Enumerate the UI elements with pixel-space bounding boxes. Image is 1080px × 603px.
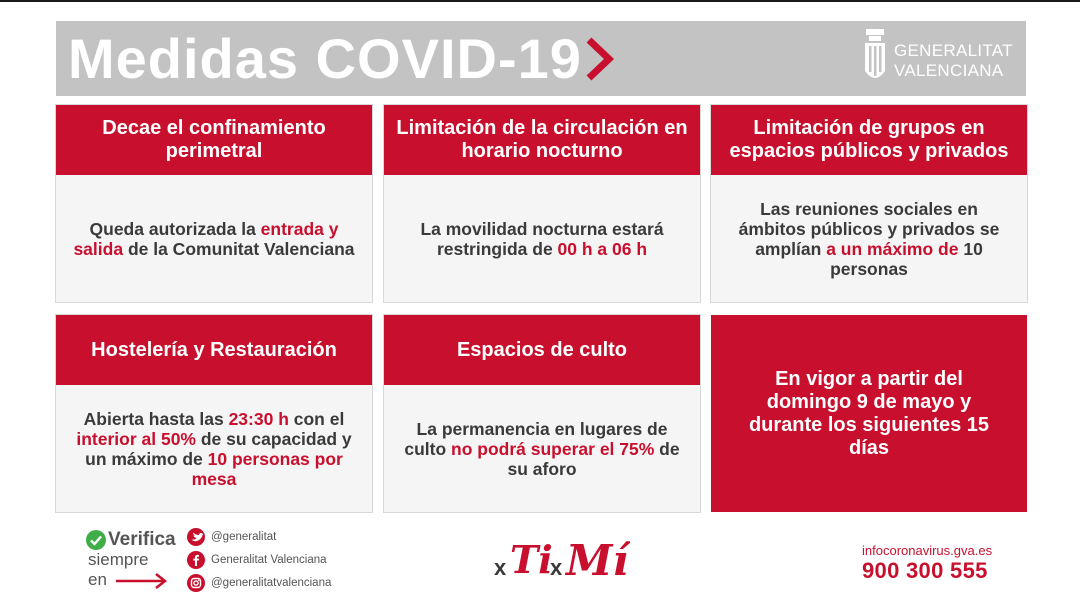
svg-text:x: x: [494, 555, 507, 580]
social-label: @generalitat: [211, 531, 277, 543]
brand-line-1: GENERALITAT: [894, 41, 1013, 60]
highlight-text: entrada y salida: [73, 218, 339, 259]
header-banner: Medidas COVID-19 GENERALITAT VALENCIANA: [56, 21, 1026, 96]
card-body: Queda autorizada la entrada y salida de …: [56, 175, 372, 302]
card-body-text: Abierta hasta las 23:30 h con el interio…: [70, 409, 358, 489]
card-confinamiento: Decae el confinamiento perimetral Queda …: [56, 105, 372, 302]
card-title: Decae el confinamiento perimetral: [56, 105, 372, 175]
highlight-text: 10 personas por mesa: [191, 448, 343, 489]
body-text: Las reuniones sociales en ámbitos públic…: [738, 198, 1000, 259]
body-text: 10 personas: [830, 238, 983, 279]
xtixmi-logo: x Ti x Mí: [494, 536, 630, 583]
social-label: Generalitat Valenciana: [211, 554, 327, 566]
facebook-icon: [187, 551, 205, 569]
card-body-text: Las reuniones sociales en ámbitos públic…: [725, 199, 1013, 279]
contact-phone[interactable]: 900 300 555: [862, 558, 988, 583]
en-label: en: [88, 570, 107, 589]
card-body: Abierta hasta las 23:30 h con el interio…: [56, 385, 372, 512]
card-title: Limitación de grupos en espacios público…: [711, 105, 1027, 175]
top-border: [0, 0, 1080, 2]
card-body: Las reuniones sociales en ámbitos públic…: [711, 175, 1027, 302]
card-body: La movilidad nocturna estará restringida…: [384, 175, 700, 302]
coat-of-arms-icon: [865, 29, 885, 78]
card-circulacion-nocturna: Limitación de la circulación en horario …: [384, 105, 700, 302]
social-label: @generalitatvalenciana: [211, 577, 332, 589]
highlight-text: interior al 50%: [76, 428, 196, 449]
card-body: La permanencia en lugares de culto no po…: [384, 385, 700, 512]
svg-text:Mí: Mí: [564, 536, 630, 583]
page-title: Medidas COVID-19: [68, 27, 582, 90]
svg-text:Ti: Ti: [510, 537, 553, 582]
twitter-icon: [187, 528, 205, 546]
card-title: Hostelería y Restauración: [56, 315, 372, 385]
card-title: Espacios de culto: [384, 315, 700, 385]
check-circle-icon: [86, 530, 106, 550]
body-text: Queda autorizada la: [89, 218, 261, 239]
card-en-vigor: En vigor a partir del domingo 9 de mayo …: [711, 315, 1027, 512]
brand-line-2: VALENCIANA: [894, 61, 1004, 80]
card-body-text: La permanencia en lugares de culto no po…: [398, 419, 686, 479]
highlight-text: a un máximo de: [826, 238, 959, 259]
card-title: Limitación de la circulación en horario …: [384, 105, 700, 175]
contact-url[interactable]: infocoronavirus.gva.es: [862, 543, 993, 558]
card-body-text: La movilidad nocturna estará restringida…: [398, 219, 686, 259]
siempre-label: siempre: [88, 550, 149, 569]
chevron-right-icon: [586, 37, 615, 81]
svg-text:x: x: [550, 555, 563, 580]
card-grupos: Limitación de grupos en espacios público…: [711, 105, 1027, 302]
body-text: con el: [288, 408, 345, 429]
body-text: de su aforo: [507, 438, 680, 479]
highlight-text: 00 h a 06 h: [557, 238, 648, 259]
card-hosteleria: Hostelería y Restauración Abierta hasta …: [56, 315, 372, 512]
body-text: de su capacidad y un máximo de: [85, 428, 352, 469]
highlight-text: no podrá superar el 75%: [451, 438, 655, 459]
generalitat-logo: GENERALITAT VALENCIANA: [862, 27, 1022, 91]
arrow-right-icon: [116, 573, 168, 589]
body-text: de la Comunitat Valenciana: [123, 238, 355, 259]
body-text: Abierta hasta las: [83, 408, 229, 429]
highlight-text: 23:30 h: [228, 408, 289, 429]
verifica-label: Verifica: [108, 529, 176, 550]
body-text: La movilidad nocturna estará restringida…: [420, 218, 664, 259]
body-text: La permanencia en lugares de culto: [404, 418, 668, 459]
brand-name: GENERALITAT VALENCIANA: [894, 41, 1013, 81]
verifica-block: Verifica siempre en: [86, 528, 186, 594]
card-body-text: Queda autorizada la entrada y salida de …: [70, 219, 358, 259]
instagram-icon: [187, 574, 205, 592]
card-culto: Espacios de culto La permanencia en luga…: [384, 315, 700, 512]
